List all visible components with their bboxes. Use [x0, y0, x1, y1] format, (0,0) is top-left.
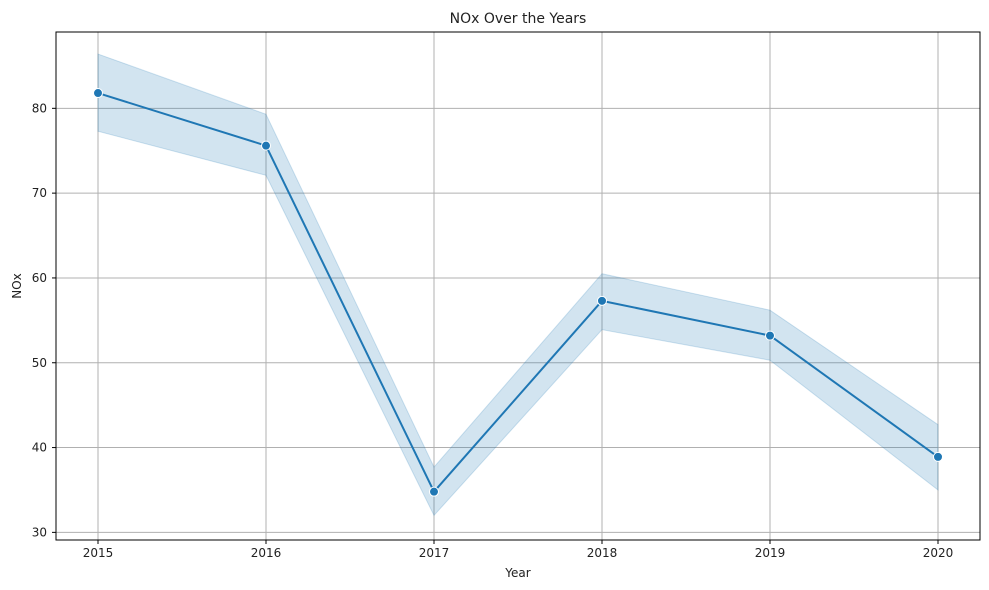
data-point-layer	[93, 88, 943, 497]
data-point	[933, 451, 943, 462]
confidence-band	[97, 53, 939, 517]
y-tick-label: 70	[32, 186, 47, 200]
y-tick-label: 40	[32, 441, 47, 455]
data-point	[261, 140, 271, 151]
plot-frame	[55, 31, 981, 541]
chart-title: NOx Over the Years	[450, 11, 587, 27]
y-tick-label: 80	[32, 101, 47, 115]
x-tick-label: 2018	[587, 546, 618, 560]
series-line-layer	[97, 92, 939, 493]
x-tick-label: 2017	[419, 546, 450, 560]
y-tick-label: 50	[32, 356, 47, 370]
x-axis-ticks: 2015 2016 2017 2018 2019 2020	[83, 540, 954, 560]
y-axis-ticks: 30 40 50 60 70 80	[32, 101, 56, 539]
confidence-band-layer	[97, 53, 939, 517]
series-line	[97, 92, 939, 493]
y-tick-label: 30	[32, 525, 47, 539]
x-tick-label: 2016	[251, 546, 282, 560]
data-point	[429, 486, 439, 497]
grid-lines	[56, 32, 980, 540]
x-tick-label: 2020	[923, 546, 954, 560]
x-tick-label: 2019	[755, 546, 786, 560]
y-axis-label: NOx	[10, 273, 24, 299]
x-axis-label: Year	[504, 566, 530, 580]
data-point	[597, 295, 607, 306]
y-tick-label: 60	[32, 271, 47, 285]
x-tick-label: 2015	[83, 546, 114, 560]
data-point	[765, 330, 775, 341]
data-point	[93, 88, 103, 99]
